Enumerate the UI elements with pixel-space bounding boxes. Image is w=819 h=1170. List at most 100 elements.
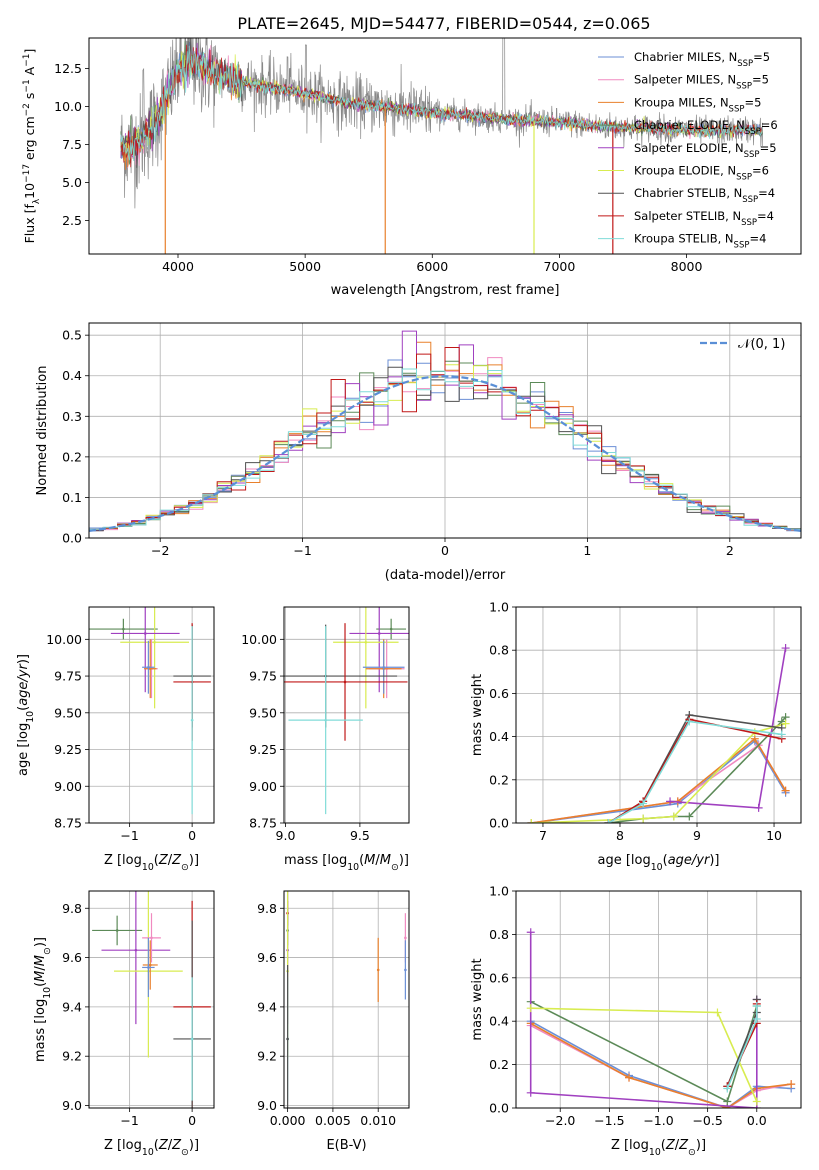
plus-marker [639,814,648,823]
y-tick-label: 0.6 [489,686,509,701]
series-line-kroupa-miles [531,737,787,823]
legend-sub: SSP [744,150,760,160]
x-tick-label: 7 [539,828,547,843]
y-tick-label: 8.75 [54,816,82,831]
x-axis-label: wavelength [Angstrom, rest frame] [331,283,560,298]
plus-marker [777,730,786,739]
legend-sub: SSP [734,241,750,251]
y-tick-label: 1.0 [489,600,509,615]
y-tick-label: 9.8 [257,901,277,916]
legend-entry: Chabrier STELIB, NSSP=4 [634,186,775,205]
y-tick-label: 9.8 [62,901,82,916]
x-tick-label: 1 [583,543,591,558]
label-part: )] [189,1138,199,1153]
y-tick-label: 0.0 [62,531,82,546]
label-part: )] [33,937,48,947]
x-tick-label: 10 [766,828,782,843]
y-tick-label: 0.2 [489,1057,509,1072]
label-part: ( [661,1138,666,1153]
label-part: mass [log [284,853,347,868]
legend-suffix: =5 [744,95,761,109]
x-tick-label: 0 [188,1113,196,1128]
plus-marker [604,819,613,823]
label-part: 10 [649,1147,661,1158]
legend-sub: SSP [737,59,753,69]
y-tick-label: 9.25 [54,742,82,757]
y-tick-label: 9.25 [249,742,277,757]
label-part: ⊙ [391,862,399,873]
plus-marker [787,1080,796,1089]
label-part: )] [696,1138,706,1153]
plus-marker [625,1073,634,1082]
label-part: age [log [597,853,650,868]
label-part: s [22,93,37,104]
x-tick-label: −2 [151,543,169,558]
plus-marker [754,803,763,812]
y-axis-label: mass weight [470,958,485,1040]
label-part: / [168,1138,173,1153]
data-point [364,640,368,644]
y-tick-label: 9.75 [54,669,82,684]
data-point [404,936,407,940]
plus-marker [526,1088,535,1097]
label-part: −17 [22,164,32,183]
x-tick-label: −1.0 [643,1113,673,1128]
data-point [148,667,152,671]
normal-curve [89,375,801,532]
x-tick-label: 0.000 [270,1113,306,1128]
label-part: Z [665,1138,676,1153]
y-tick-label: 5.0 [62,175,82,190]
legend-label: Kroupa ELODIE, N [634,164,736,178]
plus-marker [685,717,694,726]
label-part: age/yr [16,662,31,705]
plus-marker [526,928,535,937]
label-part: ⊙ [181,1147,189,1158]
plus-marker [781,644,790,653]
x-tick-label: −2.0 [545,1113,575,1128]
label-part: 10 [25,711,36,723]
x-axis-label: (data-model)/error [385,568,506,583]
x-axis-label: Z [log10(Z/Z⊙)] [611,1138,706,1158]
legend-suffix: =4 [758,186,775,200]
model-line-kroupa-stelib [120,45,763,161]
data-point [147,665,150,669]
label-part: Z [log [611,1138,649,1153]
label-part: Z [158,853,169,868]
label-part: ( [663,853,668,868]
x-tick-label: 0 [441,543,449,558]
legend-suffix: =6 [752,164,769,178]
x-tick-label: −1 [293,543,311,558]
y-tick-label: 0.2 [489,772,509,787]
y-tick-label: 1.0 [489,884,509,899]
series-line-chabrier-elodie [530,1000,758,1103]
x-tick-label: 6000 [416,259,448,274]
label-part: )] [399,853,409,868]
x-axis-label: E(B-V) [326,1138,366,1153]
y-tick-label: 0.4 [489,1014,509,1029]
legend-label: Chabrier ELODIE, N [634,118,745,132]
legend-suffix: =4 [749,232,766,246]
label-part: λ [32,198,42,204]
y-tick-label: 8.75 [249,816,277,831]
y-tick-label: 0.3 [62,409,82,424]
y-tick-label: 10.00 [46,632,82,647]
panel-age-vs-mass: 9.0 9.5 8.75 9.00 9.25 9.50 9.75 10.00 mass [log… [241,606,410,873]
y-axis-label: Normed distribution [35,366,50,496]
y-tick-label: 0.4 [489,729,509,744]
data-point [147,966,150,969]
legend-entry: Kroupa MILES, NSSP=5 [634,95,761,114]
axes-frame [88,322,802,539]
label-part: / [675,1138,680,1153]
y-tick-label: 9.4 [62,999,82,1014]
axes-frame [88,606,215,824]
legend-sub: SSP [729,104,745,114]
y-tick-label: 0.2 [62,449,82,464]
plus-marker [752,1015,761,1024]
plus-marker [781,786,790,795]
x-tick-label: 0.005 [315,1113,351,1128]
legend-suffix: =6 [761,118,778,132]
x-tick-label: 0.010 [360,1113,396,1128]
y-tick-label: 9.75 [249,669,277,684]
